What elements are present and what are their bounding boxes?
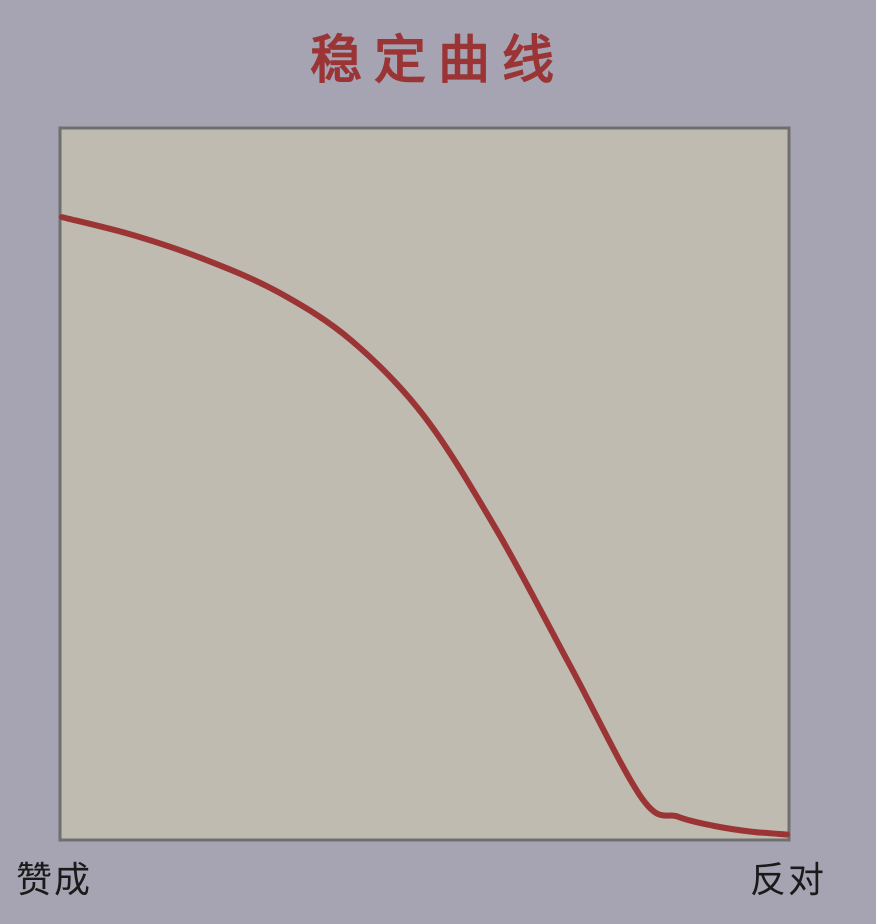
plot-area	[58, 126, 791, 842]
x-label-right: 反对	[750, 860, 827, 901]
x-label-left: 赞成	[16, 860, 93, 901]
chart-title: 稳定曲线	[309, 31, 566, 91]
stability-curve	[59, 214, 790, 838]
